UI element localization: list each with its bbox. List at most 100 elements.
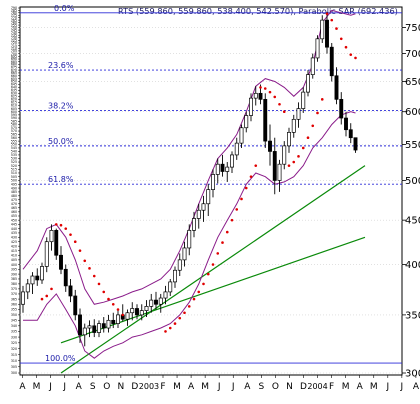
candle-body [97,323,101,333]
candle-body [225,166,230,172]
candlestick-layer [21,11,358,347]
left-tick-label: 685 [11,60,17,64]
left-tick-label: 785 [11,9,17,13]
x-tick-label: M [173,382,181,392]
sar-dot [330,18,334,22]
left-tick-label: 325 [11,341,17,345]
candle-body [348,129,353,139]
trend-line [60,236,366,344]
sar-dot [83,259,87,263]
sar-dot [59,223,63,227]
sar-dot [107,297,110,301]
sar-dot [216,252,220,255]
left-tick-label: 515 [11,167,17,171]
left-tick-label: 650 [11,80,17,84]
left-tick-label: 340 [11,324,17,328]
sar-dot [287,164,291,167]
candle-body [87,325,92,329]
left-tick-label: 360 [11,302,17,306]
left-tick-label: 345 [11,319,17,323]
left-tick-label: 595 [11,113,17,117]
candle-body [30,275,35,285]
left-tick-label: 585 [11,119,17,123]
left-tick-label: 440 [11,227,17,231]
left-tick-label: 350 [11,313,17,317]
left-tick-label: 445 [11,223,17,227]
left-tick-label: 480 [11,194,17,198]
left-tick-label: 525 [11,160,17,164]
candle-body [239,127,244,144]
left-tick-label: 365 [11,297,17,301]
sar-dot [187,305,191,308]
candle-body [306,74,310,93]
left-tick-label: 745 [11,28,17,32]
sar-dot [254,164,258,167]
x-tick-label: O [272,382,279,392]
fibonacci-label: 0.0% [54,4,75,13]
candle-body [244,115,249,129]
right-tick-label: 300 [405,369,420,380]
left-tick-label: 375 [11,287,17,291]
fibonacci-layer: 0.0% 23.6% 38.2% 50.0% 61.8% 100.0% [20,4,402,364]
sar-dot [168,326,172,330]
candle-body [163,291,168,299]
left-tick-label: 675 [11,66,17,70]
candle-body [272,151,277,181]
left-tick-label: 700 [11,52,17,56]
right-tick-label: 500 [405,176,420,187]
candle-body [320,19,325,40]
sar-dot [221,241,224,244]
left-tick-label: 465 [11,206,17,210]
left-tick-label: 505 [11,175,17,179]
sar-dot [197,290,201,294]
sar-dot [273,95,277,99]
left-tick-label: 670 [11,68,17,72]
sar-dot [306,136,310,140]
left-tick-label: 355 [11,308,17,312]
right-tick-label: 650 [405,77,420,88]
left-tick-label: 655 [11,77,17,81]
fibonacci-label: 50.0% [48,137,74,146]
left-tick-label: 715 [11,44,17,48]
candle-body [35,275,40,281]
left-tick-label: 335 [11,330,17,334]
x-tick-label: A [244,382,251,392]
x-tick-label: F [329,382,334,392]
x-tick-label: O [103,382,110,392]
left-tick-label: 520 [11,164,17,168]
candle-body [268,140,272,152]
sar-dot [339,37,343,41]
x-tick-label: M [201,382,209,392]
sar-dot [225,230,229,234]
sar-dot [50,287,53,291]
sar-dot [178,316,182,320]
left-tick-label: 590 [11,116,17,120]
left-tick-label: 760 [11,21,17,25]
left-tick-label: 615 [11,101,17,105]
grid-layer [20,27,402,374]
left-tick-label: 580 [11,123,17,127]
candle-body [173,269,177,283]
x-tick-label: N [286,382,293,392]
plot-frame [19,6,403,376]
left-tick-label: 720 [11,41,17,45]
left-tick-label: 495 [11,182,17,186]
left-tick-label: 630 [11,92,17,96]
fibonacci-label: 61.8% [48,175,74,184]
sar-dot [263,87,267,90]
sar-dot [335,27,338,30]
left-tick-label: 400 [11,263,17,267]
sar-dot [354,56,357,60]
candle-body [339,98,344,119]
right-tick-label: 750 [405,23,420,34]
candle-body [187,229,192,249]
sar-dot [320,98,324,101]
x-tick-label: F [160,382,165,392]
sar-dot [69,233,72,236]
left-tick-label: 765 [11,18,17,22]
left-tick-label: 405 [11,258,17,262]
left-tick-label: 665 [11,71,17,75]
candle-body [353,137,358,151]
left-tick-label: 370 [11,292,17,296]
sar-dot [202,282,205,286]
